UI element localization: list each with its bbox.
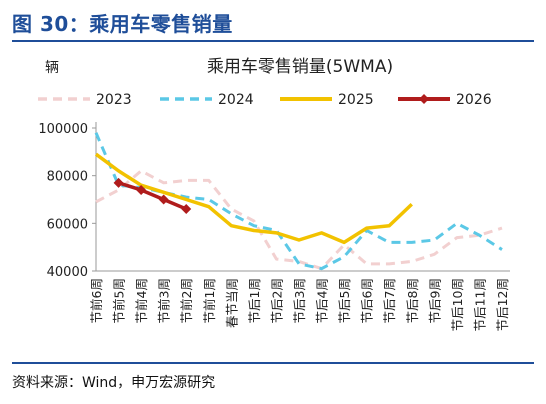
x-tick-label: 节后10周 bbox=[450, 278, 465, 331]
legend-label-2026: 2026 bbox=[456, 92, 492, 108]
x-tick-label: 节后1周 bbox=[247, 278, 262, 323]
chart-title: 乘用车零售销量(5WMA) bbox=[207, 57, 393, 77]
legend-label-2024: 2024 bbox=[218, 92, 254, 108]
y-tick-label: 40000 bbox=[47, 265, 88, 280]
x-tick-label: 节后5周 bbox=[337, 278, 352, 323]
source-note: 资料来源：Wind，申万宏源研究 bbox=[12, 375, 216, 391]
y-tick-label: 60000 bbox=[47, 217, 88, 232]
footer-divider bbox=[12, 362, 534, 364]
title-divider bbox=[12, 40, 534, 42]
x-tick-label: 节前6周 bbox=[89, 278, 104, 323]
x-axis: 节前6周 节前5周 节前4周 节前3周 节前2周 节前1周 春节当周 节后1周 节后2周 节后3周… bbox=[89, 270, 510, 331]
x-tick-label: 节前3周 bbox=[157, 278, 172, 323]
y-axis: 40000 60000 80000 100000 bbox=[38, 122, 97, 280]
y-tick-label: 80000 bbox=[47, 170, 88, 185]
data-point-2026 bbox=[113, 177, 124, 188]
x-tick-label: 节后7周 bbox=[382, 278, 397, 323]
series-layer bbox=[94, 132, 503, 271]
x-tick-label: 节后8周 bbox=[405, 278, 420, 323]
legend-label-2025: 2025 bbox=[338, 92, 374, 108]
x-tick-label: 节后6周 bbox=[360, 278, 375, 323]
x-tick-label: 节前5周 bbox=[112, 278, 127, 323]
x-tick-label: 节前1周 bbox=[202, 278, 217, 323]
x-tick-label: 节后12周 bbox=[495, 278, 510, 331]
x-tick-label: 节后4周 bbox=[315, 278, 330, 323]
data-point-2026 bbox=[136, 184, 147, 195]
legend-label-2023: 2023 bbox=[96, 92, 132, 108]
x-tick-label: 节后9周 bbox=[427, 278, 442, 323]
legend-marker-2026 bbox=[419, 94, 429, 104]
legend: 2023 2024 2025 2026 bbox=[38, 92, 492, 108]
data-point-2026 bbox=[181, 204, 192, 215]
x-tick-label: 节前2周 bbox=[179, 278, 194, 323]
series-line-2024 bbox=[94, 132, 503, 271]
figure-title: 图 30：乘用车零售销量 bbox=[12, 12, 233, 36]
line-chart: 辆 乘用车零售销量(5WMA) 2023 2024 2025 2026 40000 60… bbox=[38, 57, 510, 331]
x-tick-label: 节前4周 bbox=[134, 278, 149, 323]
y-tick-label: 100000 bbox=[38, 122, 88, 137]
x-tick-label: 节后11周 bbox=[472, 278, 487, 331]
series-line-2025 bbox=[94, 152, 413, 245]
x-tick-label: 节后3周 bbox=[292, 278, 307, 323]
series-line-2023 bbox=[95, 169, 503, 271]
x-tick-label: 春节当周 bbox=[224, 278, 239, 328]
data-point-2026 bbox=[158, 194, 169, 205]
x-tick-label: 节后2周 bbox=[269, 278, 284, 323]
series-line-2026 bbox=[118, 181, 187, 211]
y-axis-label: 辆 bbox=[45, 60, 59, 76]
